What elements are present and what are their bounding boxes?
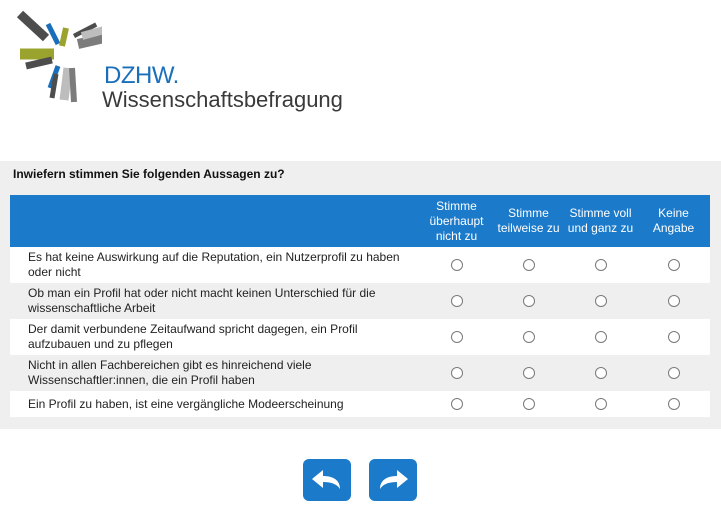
question-panel: Inwiefern stimmen Sie folgenden Aussagen…: [0, 161, 721, 429]
logo-mark-icon: [16, 10, 102, 103]
statement-row: Ob man ein Profil hat oder nicht macht k…: [10, 283, 710, 319]
radio-partly[interactable]: [522, 295, 535, 308]
radio-disagree[interactable]: [450, 259, 463, 272]
dzhw-logo: DZHW. Wissenschaftsbefragung: [12, 8, 352, 113]
statement-row: Der damit verbundene Zeitaufwand spricht…: [10, 319, 710, 355]
statement-text: Der damit verbundene Zeitaufwand spricht…: [10, 319, 420, 355]
likert-matrix: Stimme überhaupt nicht zu Stimme teilwei…: [10, 195, 710, 417]
statement-row: Ein Profil zu haben, ist eine vergänglic…: [10, 391, 710, 417]
statement-text: Ob man ein Profil hat oder nicht macht k…: [10, 283, 420, 319]
radio-agree[interactable]: [594, 398, 607, 411]
radio-partly[interactable]: [522, 331, 535, 344]
radio-no-answer[interactable]: [667, 259, 680, 272]
radio-disagree[interactable]: [450, 331, 463, 344]
radio-agree[interactable]: [594, 367, 607, 380]
redo-arrow-icon: [380, 470, 408, 489]
column-header-partly: Stimme teilweise zu: [493, 195, 564, 247]
next-button[interactable]: [369, 459, 417, 501]
radio-agree[interactable]: [594, 259, 607, 272]
statement-text: Es hat keine Auswirkung auf die Reputati…: [10, 247, 420, 283]
radio-disagree[interactable]: [450, 398, 463, 411]
logo-brand-text: DZHW.: [104, 62, 179, 89]
matrix-header-row: Stimme überhaupt nicht zu Stimme teilwei…: [10, 195, 710, 247]
logo-subtitle: Wissenschaftsbefragung: [102, 87, 343, 112]
statement-row: Nicht in allen Fachbereichen gibt es hin…: [10, 355, 710, 391]
radio-no-answer[interactable]: [667, 367, 680, 380]
radio-partly[interactable]: [522, 367, 535, 380]
column-header-agree: Stimme voll und ganz zu: [564, 195, 637, 247]
radio-no-answer[interactable]: [667, 295, 680, 308]
radio-disagree[interactable]: [450, 367, 463, 380]
radio-partly[interactable]: [522, 259, 535, 272]
undo-arrow-icon: [312, 470, 340, 489]
radio-no-answer[interactable]: [667, 331, 680, 344]
statement-row: Es hat keine Auswirkung auf die Reputati…: [10, 247, 710, 283]
radio-disagree[interactable]: [450, 295, 463, 308]
question-text: Inwiefern stimmen Sie folgenden Aussagen…: [13, 167, 285, 181]
statement-text: Nicht in allen Fachbereichen gibt es hin…: [10, 355, 420, 391]
matrix-header-empty: [10, 195, 420, 247]
column-header-no-answer: Keine Angabe: [637, 195, 710, 247]
statement-text: Ein Profil zu haben, ist eine vergänglic…: [10, 391, 420, 417]
column-header-disagree: Stimme überhaupt nicht zu: [420, 195, 493, 247]
radio-partly[interactable]: [522, 398, 535, 411]
radio-agree[interactable]: [594, 295, 607, 308]
radio-no-answer[interactable]: [667, 398, 680, 411]
back-button[interactable]: [303, 459, 351, 501]
radio-agree[interactable]: [594, 331, 607, 344]
